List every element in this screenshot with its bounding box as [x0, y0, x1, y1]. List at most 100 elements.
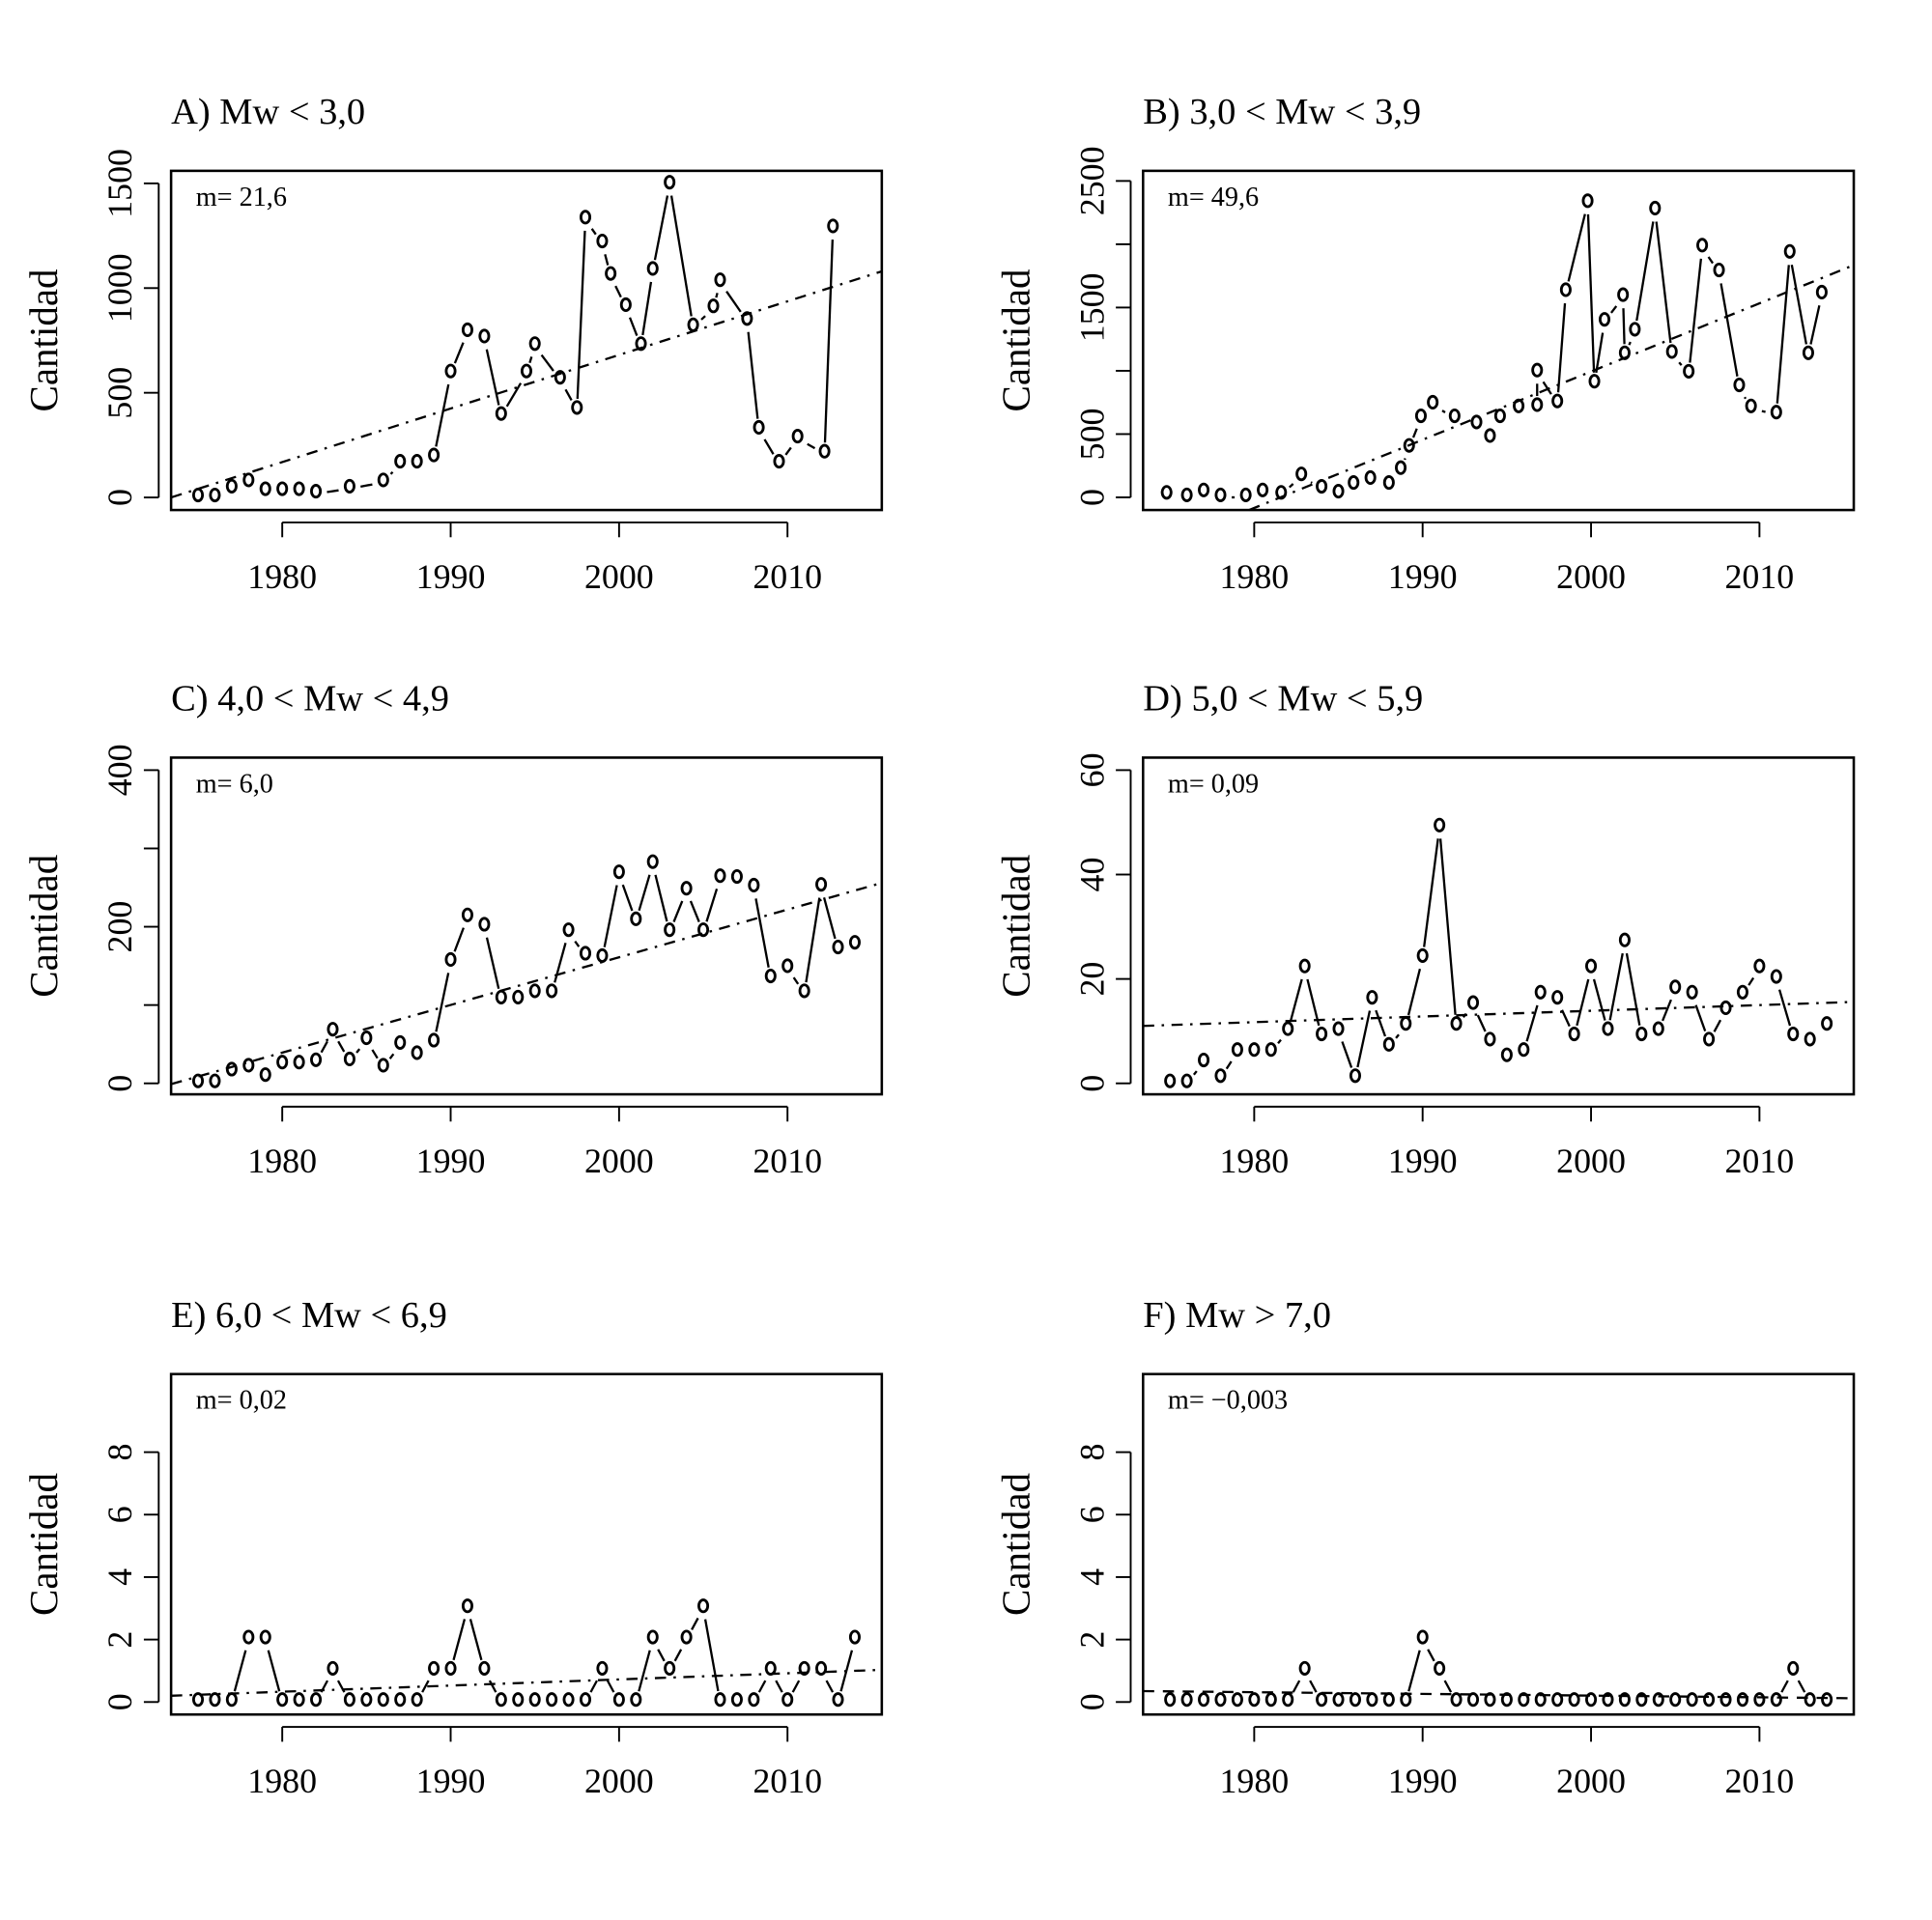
data-point: [1821, 1016, 1833, 1031]
series-segment: [1719, 283, 1739, 377]
data-point: [1745, 398, 1757, 413]
data-point: [191, 487, 205, 503]
data-point: [1652, 1692, 1664, 1708]
series-segment: [1427, 1649, 1435, 1662]
data-point: [1686, 984, 1698, 1000]
series-segment: [421, 1680, 430, 1693]
series-segment: [371, 1049, 379, 1059]
series-segment: [792, 976, 800, 985]
data-point: [343, 1051, 355, 1067]
y-axis-label: Cantidad: [993, 1473, 1037, 1616]
data-point: [310, 1052, 323, 1067]
plot-frame: [169, 756, 884, 1096]
series-segment: [1777, 989, 1792, 1027]
series-segment: [1694, 1004, 1707, 1032]
data-point: [1400, 1692, 1412, 1708]
series-segment: [1689, 258, 1703, 363]
y-axis: 0 500 1500 2500: [1072, 146, 1132, 506]
series-segment: [1655, 221, 1672, 344]
data-point: [546, 1692, 558, 1708]
data-point: [259, 1067, 271, 1083]
data-point: [664, 175, 676, 190]
x-tick-label: 1980: [1219, 1762, 1289, 1800]
data-point: [1618, 1692, 1631, 1708]
data-point: [1753, 1692, 1766, 1708]
data-point: [1551, 990, 1564, 1005]
data-point: [714, 868, 726, 884]
series-segment: [590, 228, 597, 236]
data-point: [635, 336, 647, 352]
series-segment: [653, 195, 669, 261]
series-segment: [1288, 483, 1294, 489]
series-segment: [1790, 264, 1808, 345]
plot-frame: [1142, 169, 1856, 512]
trend-line: [171, 1668, 882, 1697]
data-point: [276, 1055, 289, 1070]
series-segment: [1441, 409, 1446, 413]
slope-annotation: m= 0,02: [196, 1386, 287, 1416]
series-segment: [1761, 409, 1766, 413]
data-point: [1298, 958, 1311, 974]
data-point: [781, 1692, 794, 1708]
data-point: [1366, 990, 1378, 1005]
data-point: [605, 266, 617, 281]
data-point: [687, 317, 699, 332]
data-point: [1248, 1692, 1261, 1708]
series-segment: [389, 470, 394, 475]
data-point: [612, 1692, 625, 1708]
y-tick-label: 6: [1072, 1506, 1111, 1523]
data-point: [276, 1692, 289, 1708]
series-segment: [1713, 1019, 1722, 1032]
y-axis-label: Cantidad: [21, 855, 66, 998]
data-point: [1669, 1692, 1682, 1708]
panel-c: C) 4,0 < Mw < 4,9 m= 6,0 Cantidad 1980 1990 2…: [21, 679, 884, 1180]
data-point: [209, 1692, 221, 1708]
data-point: [191, 1692, 205, 1708]
series-segment: [1309, 1680, 1318, 1693]
data-point: [1382, 1036, 1395, 1052]
data-point: [1531, 397, 1544, 412]
plot-frame: [1142, 756, 1856, 1096]
data-point: [520, 363, 533, 379]
data-point: [1617, 287, 1630, 302]
series-segment: [763, 438, 775, 455]
series-segment: [700, 315, 706, 321]
series-segment: [725, 291, 742, 313]
panel-title: E) 6,0 < Mw < 6,9: [171, 1295, 447, 1336]
data-point: [1316, 1692, 1328, 1708]
data-point: [1736, 1692, 1748, 1708]
series-segment: [791, 1680, 801, 1693]
data-point: [394, 1034, 407, 1050]
data-point: [1484, 428, 1496, 443]
data-point: [191, 1073, 205, 1088]
data-point: [1382, 1692, 1395, 1708]
data-point: [1703, 1031, 1716, 1047]
series-segment: [715, 293, 719, 298]
data-point: [1348, 475, 1360, 491]
data-point: [1500, 1692, 1513, 1708]
data-point: [1534, 1692, 1547, 1708]
x-tick-label: 2010: [1725, 557, 1795, 596]
data-point: [259, 1629, 271, 1645]
data-point: [1585, 1692, 1598, 1708]
data-point: [646, 261, 659, 276]
data-point: [741, 311, 753, 326]
series-segment: [705, 888, 719, 922]
data-point: [1349, 1068, 1361, 1084]
series-segment: [1567, 213, 1586, 282]
data-point: [1434, 817, 1446, 833]
series-segment: [320, 1680, 329, 1693]
y-tick-label: 0: [1072, 489, 1111, 506]
panel-title: C) 4,0 < Mw < 4,9: [171, 679, 449, 720]
data-point: [310, 484, 323, 499]
series-segment: [1306, 978, 1321, 1027]
data-point: [1264, 1692, 1277, 1708]
data-point: [1395, 460, 1407, 475]
series-segment: [657, 1649, 666, 1662]
data-point: [1598, 312, 1611, 327]
slope-annotation: m= −0,003: [1168, 1386, 1288, 1416]
y-tick-label: 200: [100, 901, 139, 953]
data-point: [1696, 238, 1709, 253]
series-segment: [1809, 305, 1821, 345]
data-point: [1602, 1692, 1614, 1708]
